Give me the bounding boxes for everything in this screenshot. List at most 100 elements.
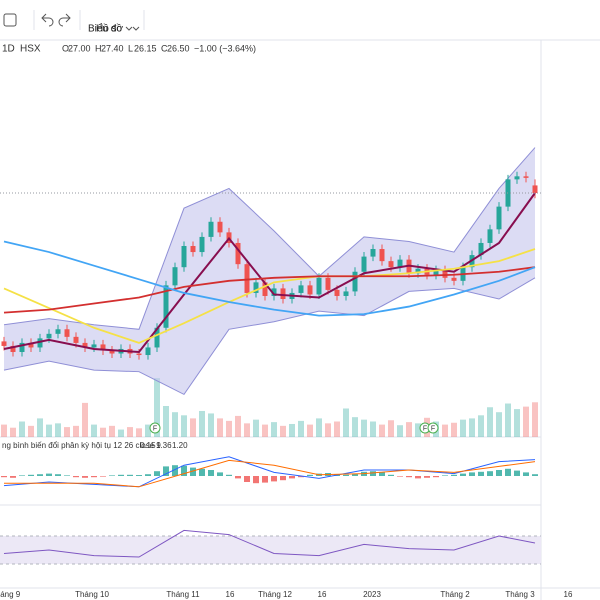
candle-body xyxy=(442,270,448,278)
volume-bar xyxy=(532,402,538,437)
volume-bar xyxy=(235,415,241,437)
moving-average xyxy=(3,240,536,317)
macd-histogram-bar xyxy=(136,475,142,476)
candle-body xyxy=(64,329,70,337)
candle-body xyxy=(46,333,52,339)
macd-histogram-bar xyxy=(343,474,349,476)
volume-bar xyxy=(370,421,376,437)
volume-bar xyxy=(469,418,475,437)
ohlc-value: 26.50 xyxy=(167,43,190,53)
macd-histogram-bar xyxy=(28,474,34,476)
candle-body xyxy=(370,249,376,257)
moving-average xyxy=(3,248,536,344)
macd-histogram-bar xyxy=(10,476,16,478)
volume-bar xyxy=(91,424,97,437)
moving-average xyxy=(3,266,536,314)
event-label: F xyxy=(431,425,435,432)
volume-bar xyxy=(397,425,403,437)
macd-histogram-bar xyxy=(388,474,394,476)
candle-body xyxy=(280,288,286,299)
x-axis-label: Tháng 12 xyxy=(258,590,292,599)
macd-histogram-bar xyxy=(478,471,484,476)
macd-histogram-bar xyxy=(406,476,412,478)
macd-histogram-bar xyxy=(127,474,133,476)
ohlc-value: 27.00 xyxy=(68,43,91,53)
volume-bar xyxy=(82,402,88,437)
menu-profile[interactable]: Hồ sơ xyxy=(96,23,124,35)
macd-histogram-bar xyxy=(208,470,214,476)
macd-histogram-bar xyxy=(262,476,268,483)
macd-histogram-bar xyxy=(73,476,79,478)
macd-histogram-bar xyxy=(271,476,277,482)
chevron xyxy=(132,26,140,31)
macd-histogram-bar xyxy=(64,475,70,476)
macd-histogram-bar xyxy=(469,472,475,476)
volume-bar xyxy=(208,413,214,437)
volume-bar xyxy=(190,418,196,437)
volume-bar xyxy=(145,424,151,437)
candle-body xyxy=(271,288,277,296)
macd-histogram-bar xyxy=(190,467,196,476)
macd-histogram-bar xyxy=(199,468,205,476)
x-axis-label: Tháng 3 xyxy=(505,590,535,599)
event-label: F xyxy=(423,425,427,432)
macd-histogram-bar xyxy=(415,476,421,479)
volume-bar xyxy=(154,378,160,437)
macd-histogram-bar xyxy=(217,472,223,476)
macd-histogram-bar xyxy=(37,474,43,476)
candle-body xyxy=(397,259,403,268)
volume-bar xyxy=(388,420,394,437)
ohlc-value: 26.15 xyxy=(134,43,157,53)
macd-histogram-bar xyxy=(163,466,169,476)
volume-bar xyxy=(163,406,169,437)
menu-chart[interactable]: Biểu đồ xyxy=(88,23,122,35)
candle-body xyxy=(28,342,34,348)
volume-bar xyxy=(37,418,43,437)
exchange: HSX xyxy=(20,44,41,55)
macd-histogram-bar xyxy=(19,475,25,476)
candle-body xyxy=(523,176,529,178)
macd-histogram-bar xyxy=(172,465,178,476)
candle-body xyxy=(496,206,502,230)
volume-bar xyxy=(325,423,331,437)
volume-bar xyxy=(280,425,286,437)
macd-reading: 1.20 xyxy=(172,441,188,450)
macd-histogram-bar xyxy=(91,476,97,478)
macd-histogram-bar xyxy=(226,474,232,476)
volume-bar xyxy=(496,412,502,437)
volume-bar xyxy=(487,407,493,437)
candle-body xyxy=(262,282,268,296)
candle-body xyxy=(352,271,358,292)
macd-histogram-bar xyxy=(505,468,511,476)
volume-bar xyxy=(271,422,277,437)
volume-bar xyxy=(55,423,61,437)
macd-histogram-bar xyxy=(154,471,160,476)
macd-histogram-bar xyxy=(109,475,115,476)
candle-body xyxy=(208,221,214,237)
macd-reading: 0.15 xyxy=(140,441,156,450)
candle-body xyxy=(181,246,187,268)
macd-histogram-bar xyxy=(1,476,7,478)
candle-body xyxy=(154,327,160,348)
macd-histogram-bar xyxy=(496,470,502,476)
volume-bar xyxy=(244,423,250,437)
candle-body xyxy=(37,338,43,348)
candle-body xyxy=(487,229,493,243)
macd-histogram-bar xyxy=(280,476,286,481)
macd-title: ng bình biến đổi phân kỳ hội tụ 12 26 cl… xyxy=(2,441,161,450)
volume-bar xyxy=(181,415,187,437)
volume-bar xyxy=(298,420,304,437)
candle-body xyxy=(253,282,259,293)
volume-bar xyxy=(100,427,106,437)
undo-icon[interactable] xyxy=(41,13,54,27)
bollinger-line xyxy=(3,277,536,396)
macd-histogram-bar xyxy=(379,472,385,476)
macd-histogram-bar xyxy=(451,474,457,476)
candle-body xyxy=(145,347,151,356)
volume-bar xyxy=(460,419,466,437)
toolbar-icon[interactable] xyxy=(3,13,17,27)
redo-icon[interactable] xyxy=(58,13,71,27)
macd-histogram-bar xyxy=(235,476,241,479)
candle-body xyxy=(433,270,439,275)
macd-histogram-bar xyxy=(370,471,376,476)
